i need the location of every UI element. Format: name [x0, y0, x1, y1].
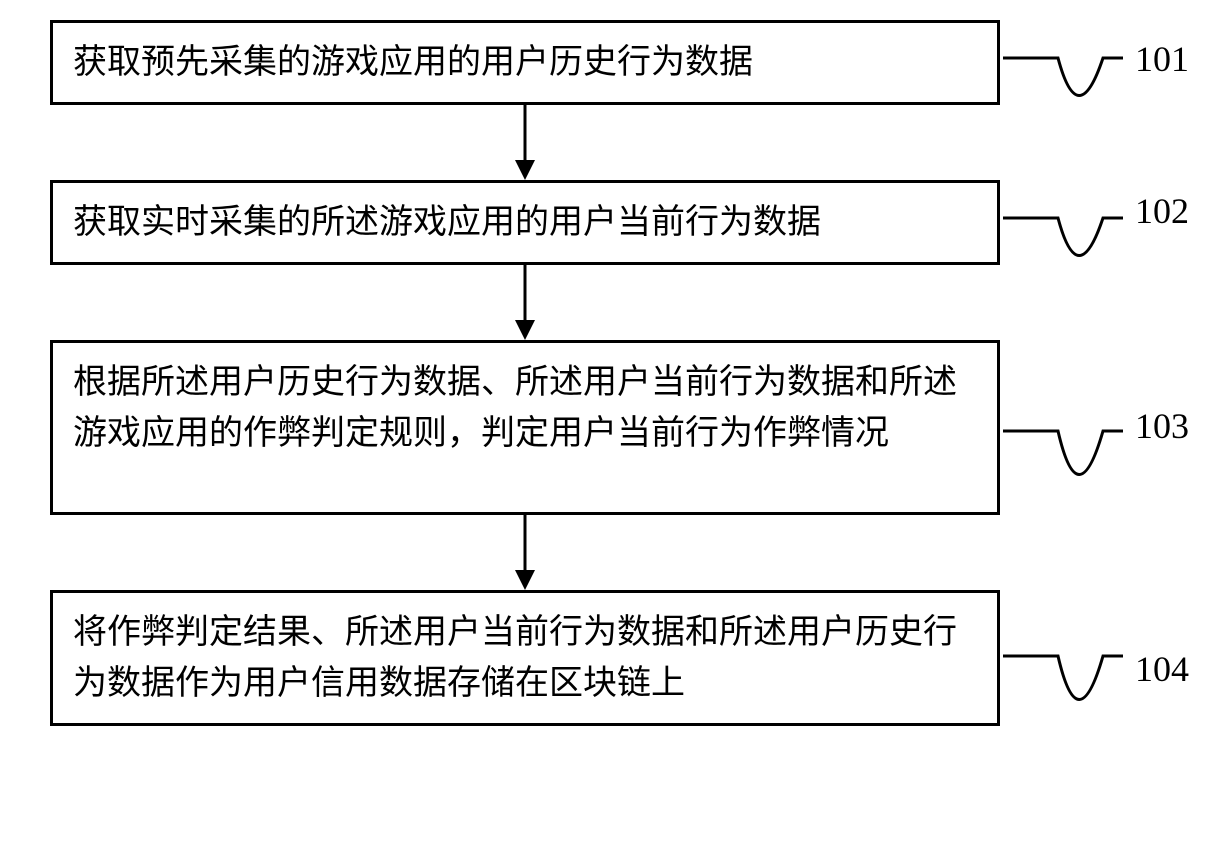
connector-curve-104: [1003, 608, 1143, 748]
arrow-1-2: [50, 105, 1000, 180]
step-label-102: 102: [1135, 190, 1189, 232]
connector-curve-101: [1003, 23, 1143, 133]
flowchart-step-104: 将作弊判定结果、所述用户当前行为数据和所述用户历史行为数据作为用户信用数据存储在…: [50, 590, 1000, 726]
step-text: 根据所述用户历史行为数据、所述用户当前行为数据和所述游戏应用的作弊判定规则，判定…: [73, 364, 957, 452]
step-label-103: 103: [1135, 405, 1189, 447]
flowchart-step-103: 根据所述用户历史行为数据、所述用户当前行为数据和所述游戏应用的作弊判定规则，判定…: [50, 340, 1000, 515]
step-text: 获取实时采集的所述游戏应用的用户当前行为数据: [73, 204, 821, 241]
step-label-104: 104: [1135, 648, 1189, 690]
flowchart-step-101: 获取预先采集的游戏应用的用户历史行为数据: [50, 20, 1000, 105]
arrow-3-4: [50, 515, 1000, 590]
step-text: 将作弊判定结果、所述用户当前行为数据和所述用户历史行为数据作为用户信用数据存储在…: [73, 614, 957, 702]
flowchart-step-102: 获取实时采集的所述游戏应用的用户当前行为数据: [50, 180, 1000, 265]
step-text: 获取预先采集的游戏应用的用户历史行为数据: [73, 44, 753, 81]
flowchart-container: 获取预先采集的游戏应用的用户历史行为数据 101 获取实时采集的所述游戏应用的用…: [50, 20, 1180, 726]
connector-curve-102: [1003, 183, 1143, 293]
arrow-2-3: [50, 265, 1000, 340]
step-label-101: 101: [1135, 38, 1189, 80]
connector-curve-103: [1003, 383, 1143, 523]
